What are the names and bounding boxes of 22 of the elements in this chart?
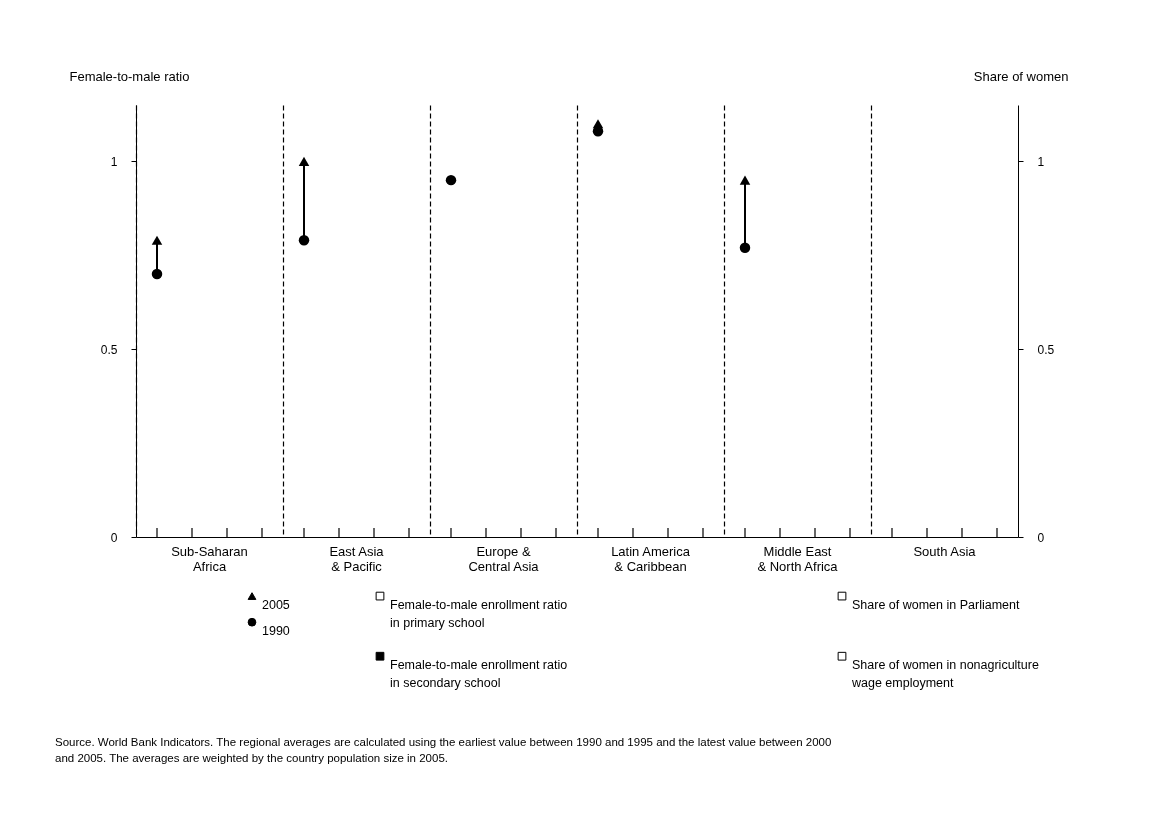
y-tick-label: 0 xyxy=(110,530,118,545)
x-tick-label: East Asia & Pacific xyxy=(329,543,385,574)
legend-label: 2005 xyxy=(262,598,290,613)
y-tick-label: 0.5 xyxy=(100,342,118,357)
point xyxy=(445,174,457,186)
legend-label: Share of women in nonagriculture wage employment xyxy=(851,658,1039,691)
x-tick-label: Middle East & North Africa xyxy=(757,543,839,574)
x-tick-label: Sub-Saharan Africa xyxy=(171,543,248,574)
legend-label: Female-to-male enrollment ratio in secondary school xyxy=(390,658,568,691)
x-tick-label: Europe & Central Asia xyxy=(468,543,540,574)
y2-tick-label: 0 xyxy=(1037,530,1045,545)
x-tick-label: Latin America & Caribbean xyxy=(611,543,691,574)
y2-tick-label: 0.5 xyxy=(1037,342,1055,357)
legend-label: Share of women in Parliament xyxy=(852,598,1020,613)
y2-tick-label: 1 xyxy=(1037,154,1045,169)
y-tick-label: 1 xyxy=(110,154,118,169)
legend-label: 1990 xyxy=(262,624,290,639)
x-tick-label: South Asia xyxy=(913,543,977,559)
y-axis-title: Female-to-male ratio xyxy=(69,68,190,84)
source-note: Source. World Bank Indicators. The regional averages are calculated using the earliest value between 1990 and 1995 and the latest value between 2000 and 2005. The averages are weighted by the country population size in 2005. xyxy=(55,736,832,765)
y2-axis-title: Share of women xyxy=(973,68,1069,84)
legend-label: Female-to-male enrollment ratio in primary school xyxy=(390,598,568,631)
